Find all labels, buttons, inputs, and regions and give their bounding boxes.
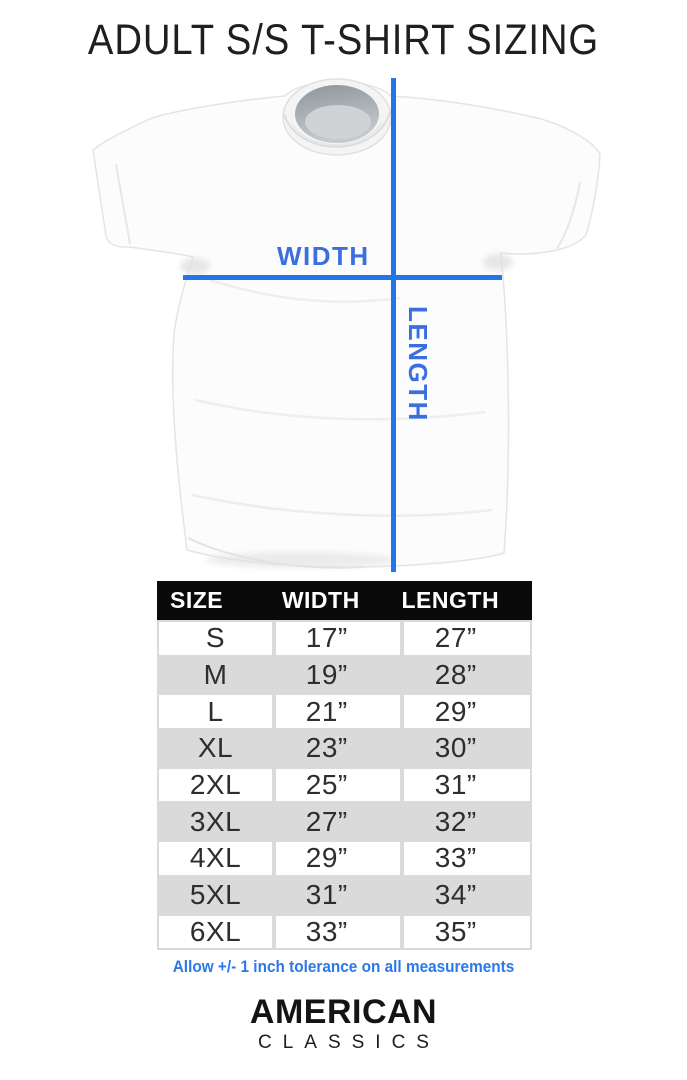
cell-width: 29” — [274, 840, 402, 877]
cell-size: 2XL — [157, 766, 274, 804]
cell-size: 3XL — [189, 805, 242, 837]
tshirt-body — [92, 81, 601, 568]
cell-width: 21” — [274, 693, 402, 731]
table-row: M 19” 28” — [157, 656, 532, 694]
cell-length: 29” — [401, 693, 532, 731]
table-row: 5XL 31” 34” — [157, 876, 532, 914]
cell-size: S — [157, 620, 274, 657]
cell-width: 27” — [305, 805, 348, 837]
cell-size: 4XL — [157, 840, 274, 877]
brand-name: AMERICAN — [249, 993, 438, 1031]
table-row: 3XL 27” 32” — [157, 803, 532, 841]
cell-length: 27” — [401, 620, 532, 657]
cell-width: 33” — [274, 913, 402, 951]
tshirt-graphic — [60, 70, 630, 580]
table-row: 6XL 33” 35” — [157, 913, 532, 951]
cell-width: 31” — [305, 879, 348, 911]
cell-length: 35” — [401, 913, 532, 951]
header-size: SIZE — [170, 587, 224, 613]
header-length: LENGTH — [401, 587, 500, 613]
table-header: SIZE WIDTH LENGTH — [157, 581, 532, 620]
cell-length: 28” — [434, 659, 477, 691]
cell-size: M — [203, 659, 228, 691]
cell-size: XL — [197, 732, 234, 764]
tshirt-shadows — [180, 254, 513, 568]
cell-size: 5XL — [189, 879, 242, 911]
header-width: WIDTH — [281, 587, 360, 613]
tshirt-illustration — [92, 78, 601, 569]
tolerance-note: Allow +/- 1 inch tolerance on all measur… — [172, 958, 515, 976]
cell-length: 33” — [401, 840, 532, 877]
tshirt-collar — [282, 78, 392, 156]
size-table: SIZE WIDTH LENGTH S 17” 27” M 19” 28” L … — [157, 581, 532, 951]
width-label: WIDTH — [277, 241, 370, 271]
cell-length: 34” — [434, 879, 477, 911]
cell-size: L — [157, 693, 274, 731]
table-row: XL 23” 30” — [157, 730, 532, 767]
table-row: S 17” 27” — [157, 620, 532, 657]
cell-length: 31” — [401, 766, 532, 804]
cell-length: 30” — [434, 732, 477, 764]
length-label: LENGTH — [403, 306, 433, 422]
length-measure-line — [391, 78, 396, 572]
table-row: 4XL 29” 33” — [157, 840, 532, 877]
brand-subname: CLASSICS — [258, 1032, 440, 1053]
table-row: 2XL 25” 31” — [157, 766, 532, 804]
tshirt-wrinkles — [115, 163, 581, 569]
cell-width: 23” — [305, 732, 348, 764]
width-measure-line — [183, 275, 502, 280]
cell-length: 32” — [434, 805, 477, 837]
table-row: L 21” 29” — [157, 693, 532, 731]
cell-width: 19” — [305, 659, 348, 691]
brand-logo: AMERICAN CLASSICS — [0, 995, 687, 1052]
cell-width: 25” — [274, 766, 402, 804]
cell-width: 17” — [274, 620, 402, 657]
page-title: ADULT S/S T-SHIRT SIZING — [87, 16, 600, 64]
cell-size: 6XL — [157, 913, 274, 951]
